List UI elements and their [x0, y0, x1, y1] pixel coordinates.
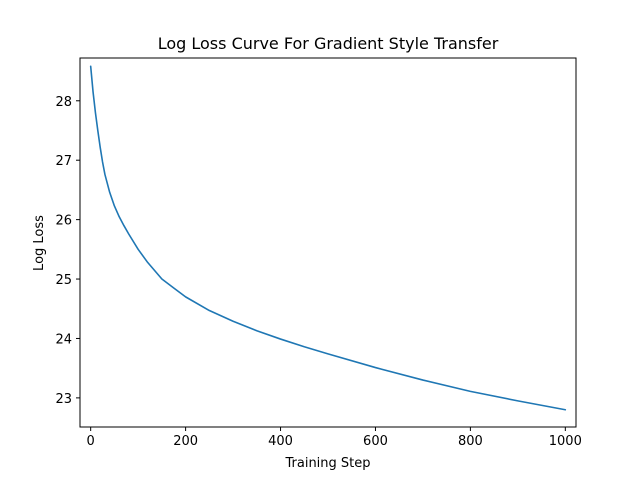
- x-tick-label: 200: [173, 434, 198, 449]
- y-tick-label: 25: [55, 273, 72, 288]
- x-tick-label: 0: [87, 434, 95, 449]
- x-tick-label: 400: [268, 434, 293, 449]
- y-tick-label: 23: [55, 392, 72, 407]
- x-axis: 0 200 400 600 800 1000: [87, 427, 582, 449]
- y-tick-label: 26: [55, 214, 72, 229]
- y-tick-label: 24: [55, 332, 72, 347]
- y-tick-label: 27: [55, 154, 72, 169]
- x-tick-label: 1000: [549, 434, 582, 449]
- y-axis: 23 24 25 26 27 28: [55, 95, 80, 407]
- x-tick-label: 600: [363, 434, 388, 449]
- y-tick-label: 28: [55, 95, 72, 110]
- plot-frame: [79, 57, 577, 428]
- loss-series-line: [89, 65, 567, 411]
- y-axis-label: Log Loss: [32, 215, 47, 271]
- chart-title: Log Loss Curve For Gradient Style Transf…: [158, 34, 499, 53]
- x-axis-label: Training Step: [284, 456, 370, 471]
- x-tick-label: 800: [458, 434, 483, 449]
- plot-area: [80, 58, 576, 427]
